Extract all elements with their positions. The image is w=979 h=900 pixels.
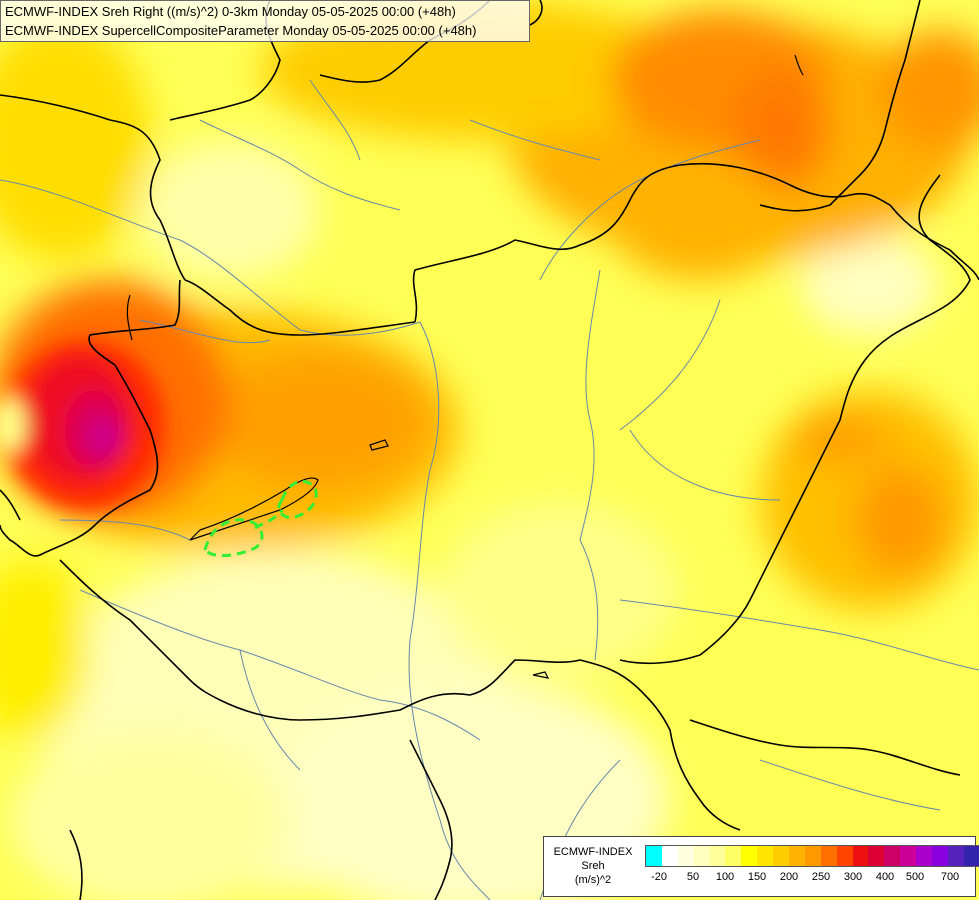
- legend-tick-label: 300: [843, 871, 863, 883]
- legend-tick-label: 50: [686, 871, 700, 883]
- legend-tick-label: 700: [940, 871, 960, 883]
- legend-swatch: [868, 846, 885, 866]
- legend-swatch: [757, 846, 774, 866]
- legend-swatch: [852, 846, 869, 866]
- legend-swatches: [645, 845, 979, 867]
- map-title-line-2: ECMWF-INDEX SupercellCompositeParameter …: [5, 23, 477, 38]
- legend-swatch: [916, 846, 933, 866]
- legend-source: ECMWF-INDEX: [553, 846, 633, 858]
- legend-swatch: [884, 846, 901, 866]
- legend-variable: Sreh: [581, 860, 605, 872]
- legend-tick-label: 400: [875, 871, 895, 883]
- legend-tick-label: 500: [905, 871, 925, 883]
- legend-swatch: [646, 846, 662, 866]
- legend-swatch: [900, 846, 917, 866]
- rivers: [0, 79, 979, 900]
- legend-unit: (m/s)^2: [574, 874, 612, 886]
- legend-swatch: [677, 846, 694, 866]
- legend-swatch: [963, 846, 979, 866]
- legend-swatch: [693, 846, 710, 866]
- legend-label: ECMWF-INDEX Sreh (m/s)^2: [548, 845, 638, 887]
- map-title-box: ECMWF-INDEX Sreh Right ((m/s)^2) 0-3km M…: [0, 0, 530, 42]
- legend-tick-label: -20: [651, 871, 667, 883]
- legend-swatch: [820, 846, 837, 866]
- legend-ticks: -20 50 100 150 200 250 300 400 500 700: [645, 871, 975, 887]
- legend-swatch: [709, 846, 726, 866]
- legend-tick-label: 100: [715, 871, 735, 883]
- legend-tick-label: 200: [779, 871, 799, 883]
- scp-contour: [203, 479, 318, 558]
- legend-swatch: [661, 846, 678, 866]
- map-title-line-1: ECMWF-INDEX Sreh Right ((m/s)^2) 0-3km M…: [5, 4, 456, 19]
- color-legend: ECMWF-INDEX Sreh (m/s)^2 -20 50 100 150 200 2…: [543, 836, 979, 897]
- legend-tick-label: 250: [811, 871, 831, 883]
- legend-swatch: [804, 846, 821, 866]
- legend-swatch: [947, 846, 964, 866]
- lakes: [126, 54, 804, 679]
- legend-swatch: [773, 846, 790, 866]
- legend-swatch: [836, 846, 853, 866]
- legend-swatch: [789, 846, 805, 866]
- legend-swatch: [741, 846, 758, 866]
- legend-swatch: [932, 846, 948, 866]
- legend-swatch: [725, 846, 742, 866]
- legend-tick-label: 150: [747, 871, 767, 883]
